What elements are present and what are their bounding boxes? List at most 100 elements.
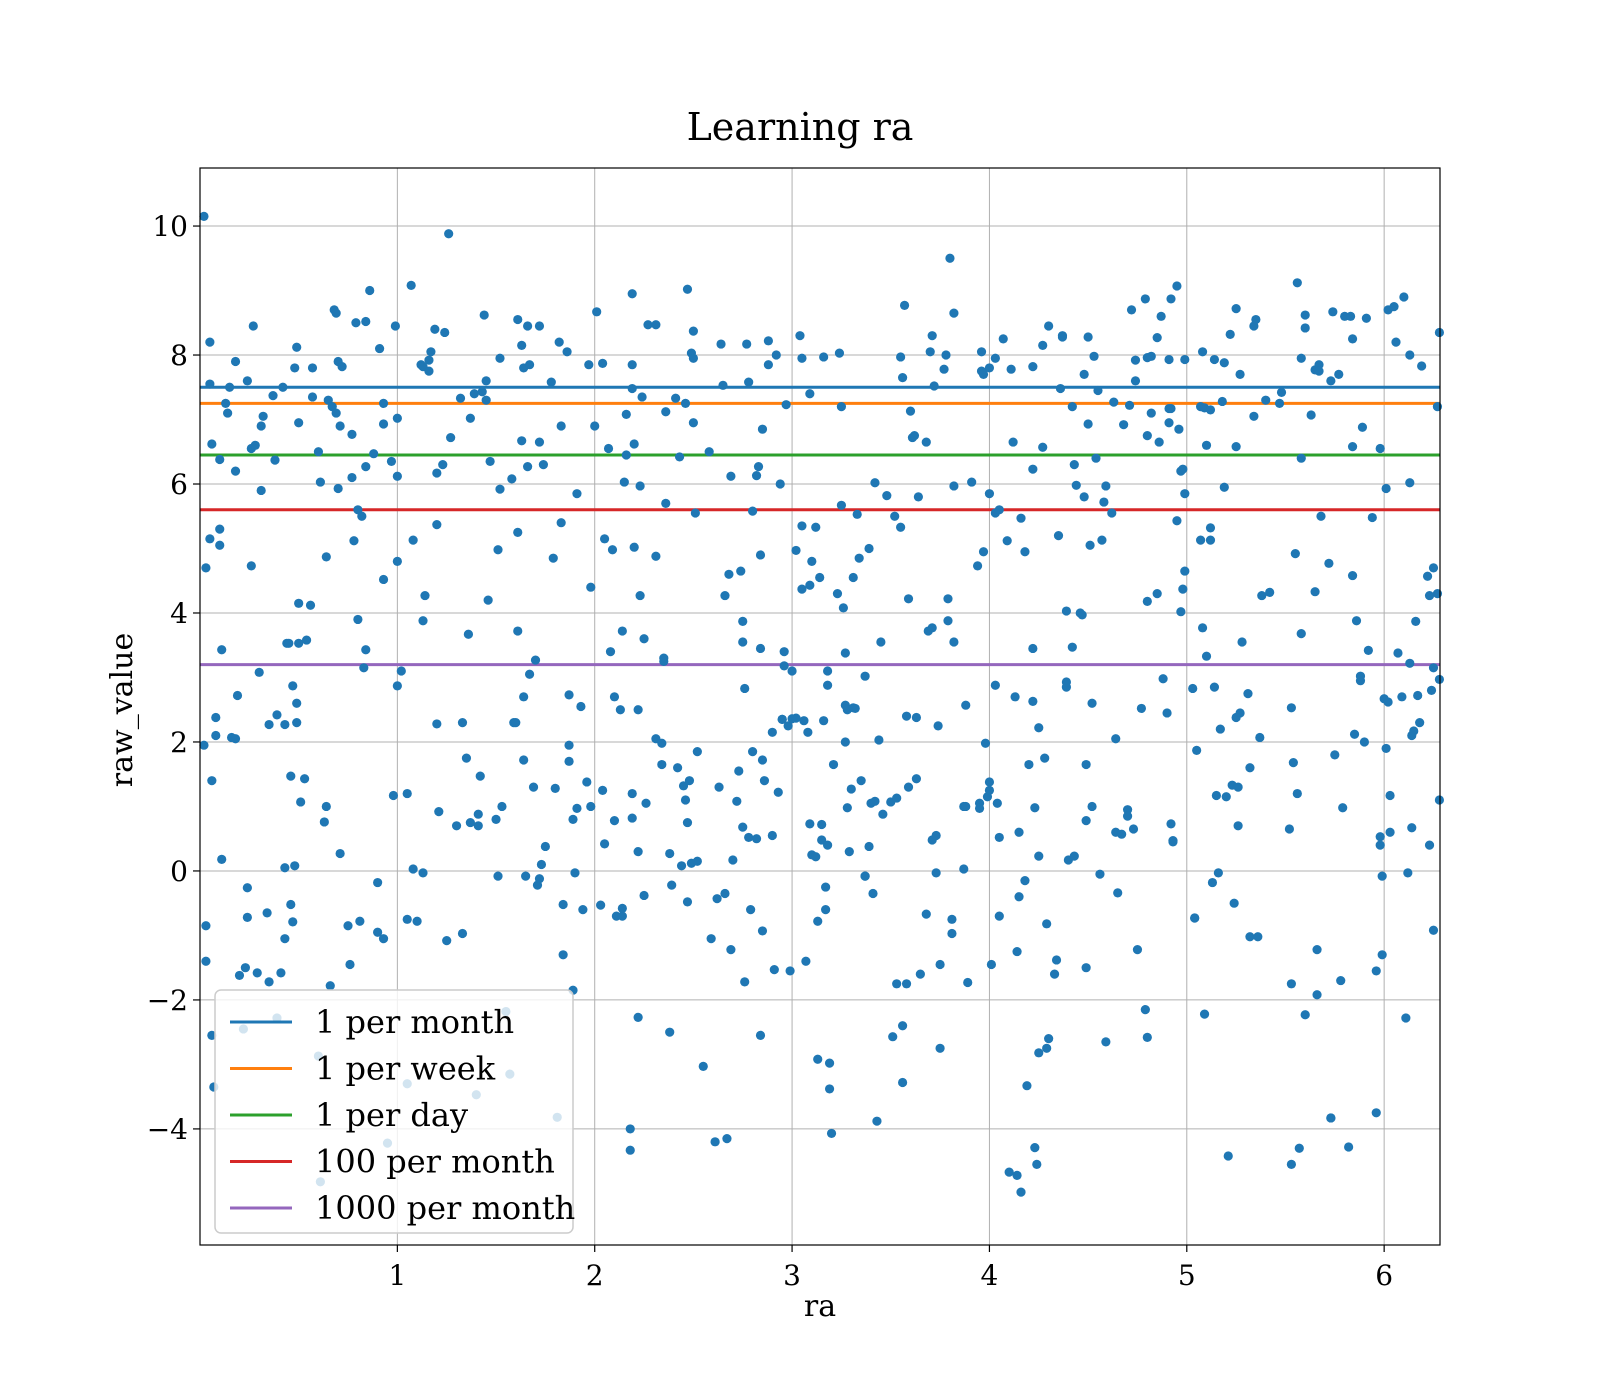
data-point (457, 928, 468, 939)
data-point (534, 874, 545, 884)
data-point (556, 518, 566, 528)
data-point (1205, 535, 1216, 545)
data-point (256, 485, 266, 496)
data-point (899, 300, 910, 310)
data-point (230, 466, 241, 476)
data-point (665, 848, 675, 859)
data-point (286, 899, 296, 910)
data-point (1237, 637, 1247, 647)
data-point (1201, 651, 1212, 661)
data-point (230, 734, 241, 744)
data-point (205, 534, 215, 544)
data-point (519, 755, 529, 765)
data-point (755, 1030, 766, 1041)
data-point (331, 308, 341, 318)
data-point (976, 347, 987, 357)
data-point (1176, 607, 1186, 617)
data-point (1012, 946, 1022, 957)
data-point (1363, 645, 1373, 655)
data-point (288, 681, 298, 691)
legend-label: 1000 per month (315, 1189, 575, 1227)
data-point (1207, 877, 1218, 888)
data-point (564, 756, 574, 766)
data-point (1428, 663, 1439, 673)
data-point (477, 387, 487, 397)
data-point (230, 356, 241, 367)
legend: 1 per month 1 per week 1 per day 100 per mo… (214, 989, 575, 1234)
chart-title: Learning ra (687, 105, 914, 149)
data-point (1381, 743, 1391, 754)
data-point (1156, 311, 1166, 321)
data-point (1168, 836, 1178, 846)
data-point (1077, 610, 1087, 620)
data-point (1130, 376, 1141, 386)
data-point (609, 692, 620, 702)
data-point (821, 882, 831, 892)
data-point (307, 392, 318, 402)
data-point (564, 740, 574, 750)
data-point (927, 331, 937, 341)
data-point (1432, 402, 1443, 412)
data-point (822, 666, 833, 676)
data-point (1061, 606, 1072, 616)
data-point (1399, 292, 1409, 302)
data-point (998, 334, 1008, 344)
data-point (744, 377, 754, 387)
data-point (984, 363, 995, 373)
data-point (757, 755, 768, 765)
data-point (221, 398, 231, 408)
data-point (278, 382, 288, 392)
data-point (359, 663, 369, 673)
data-point (1085, 540, 1095, 550)
data-point (392, 556, 402, 566)
data-point (432, 468, 442, 478)
data-point (599, 534, 610, 544)
data-point (463, 629, 474, 639)
data-point (424, 355, 434, 365)
data-point (568, 814, 578, 824)
data-point (1012, 1170, 1022, 1180)
data-point (307, 363, 318, 373)
data-point (1042, 919, 1052, 929)
data-point (578, 905, 588, 915)
y-tick-label: 6 (170, 468, 188, 501)
data-point (1345, 311, 1356, 321)
data-point (1002, 536, 1012, 546)
data-point (744, 832, 754, 843)
data-point (1101, 1037, 1111, 1047)
data-point (345, 959, 355, 970)
data-point (1428, 925, 1439, 935)
data-point (821, 905, 831, 915)
data-point (319, 817, 329, 827)
data-point (378, 398, 389, 408)
data-point (1028, 464, 1038, 474)
data-point (1312, 990, 1322, 1000)
data-point (1249, 411, 1259, 421)
data-point (511, 718, 521, 728)
data-point (627, 383, 637, 394)
data-point (1274, 398, 1285, 408)
data-point (1385, 790, 1395, 801)
data-point (1286, 703, 1296, 713)
data-point (523, 321, 533, 331)
data-point (1219, 482, 1229, 492)
data-point (828, 759, 839, 770)
data-point (1146, 351, 1156, 361)
data-point (767, 830, 777, 841)
y-tick-label: 0 (170, 855, 188, 888)
data-point (215, 540, 225, 550)
data-point (795, 331, 805, 341)
data-point (1314, 366, 1324, 376)
data-point (1034, 851, 1044, 861)
data-point (256, 421, 266, 431)
data-point (986, 959, 997, 970)
data-point (1004, 1167, 1014, 1177)
data-point (280, 934, 290, 944)
data-point (1245, 763, 1255, 773)
data-point (232, 690, 243, 701)
data-point (819, 716, 829, 726)
data-point (1229, 898, 1239, 908)
data-point (1219, 358, 1229, 368)
data-point (751, 834, 762, 844)
data-point (943, 616, 953, 626)
